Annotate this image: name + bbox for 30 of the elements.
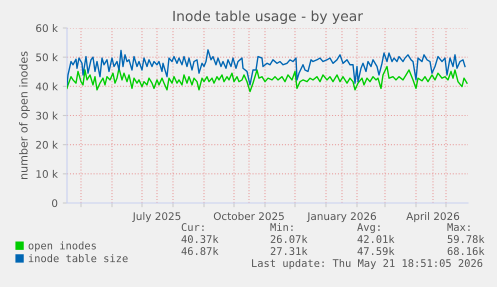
y-tick-label: 60 k <box>36 24 58 32</box>
y-tick-label: 40 k <box>36 82 58 90</box>
text: 46.87k <box>182 246 218 256</box>
x-tick-label: July 2025 <box>132 212 180 222</box>
text: 68.16k <box>448 246 484 256</box>
text: 59.78k <box>448 234 484 244</box>
text: Last update: Thu May 21 18:51:05 2026 <box>252 258 482 270</box>
line-series <box>67 49 466 86</box>
y-axis-title: number of open inodes <box>19 52 30 179</box>
chart-title: Inode table usage - by year <box>173 10 363 24</box>
text: 26.07k <box>270 234 308 244</box>
text: Min: <box>270 222 293 231</box>
x-tick-label: January 2026 <box>306 212 376 222</box>
y-tick-label: 50 k <box>36 53 58 62</box>
text: 42.01k <box>358 234 394 244</box>
text: Max: <box>447 223 470 232</box>
x-tick-label: October 2025 <box>214 212 284 220</box>
line-series <box>67 66 468 92</box>
y-tick-label: 20 k <box>36 140 58 149</box>
y-tick-label: 0 <box>52 199 58 208</box>
text: Avg: <box>357 223 380 234</box>
legend-label: open inodes <box>28 241 96 252</box>
text: 40.37k <box>182 234 218 244</box>
y-tick-label: 10 k <box>36 170 58 178</box>
y-tick-label: 30 k <box>36 112 58 120</box>
x-tick-label: April 2026 <box>406 212 460 222</box>
text: 27.31k <box>270 246 308 256</box>
text: 47.59k <box>358 246 394 256</box>
legend-label: inode table size <box>28 254 128 262</box>
text: Cur: <box>182 223 204 232</box>
